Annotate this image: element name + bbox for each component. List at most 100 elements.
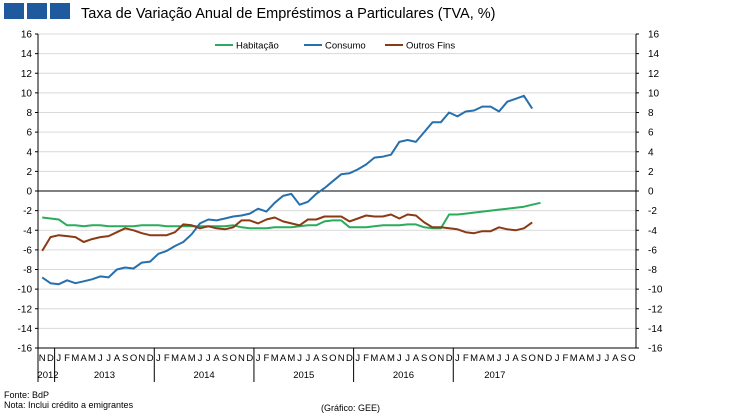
y-tick-label-left: -12 [18, 304, 33, 315]
y-tick-label-right: 16 [648, 30, 660, 41]
series-line-outros [41, 213, 533, 252]
y-tick-label-right: -12 [648, 304, 663, 315]
chart-credit: (Gráfico: GEE) [321, 403, 381, 413]
x-month-label: A [81, 353, 88, 364]
y-tick-label-left: 14 [21, 49, 33, 60]
chart-title: Taxa de Variação Anual de Empréstimos a … [81, 6, 496, 22]
x-year-label: 2014 [194, 370, 215, 381]
x-month-label: A [313, 353, 320, 364]
y-tick-label-right: -10 [648, 285, 663, 296]
x-month-label: S [222, 353, 228, 364]
y-tick-label-right: 8 [648, 108, 654, 119]
x-month-label: M [188, 353, 196, 364]
x-month-label: N [537, 353, 544, 364]
x-month-label: J [98, 353, 103, 364]
x-month-label: J [596, 353, 601, 364]
legend-label-consumo: Consumo [325, 41, 366, 52]
series-line-habitacao [42, 201, 541, 230]
y-tick-label-right: 2 [648, 167, 654, 178]
y-tick-label-left: -10 [18, 285, 33, 296]
y-tick-label-right: 0 [648, 187, 654, 198]
x-month-label: O [628, 353, 635, 364]
x-month-label: J [56, 353, 61, 364]
x-month-label: F [164, 353, 170, 364]
x-month-label: N [238, 353, 245, 364]
y-tick-label-left: 8 [26, 108, 32, 119]
y-tick-label-left: 2 [26, 167, 32, 178]
y-tick-label-left: 0 [26, 187, 32, 198]
x-month-label: J [256, 353, 261, 364]
x-month-label: M [586, 353, 594, 364]
x-month-label: F [463, 353, 469, 364]
legend-label-habitacao: Habitação [236, 41, 279, 52]
x-month-label: F [263, 353, 269, 364]
legend-label-outros: Outros Fins [406, 41, 455, 52]
x-month-label: F [64, 353, 70, 364]
x-month-label: M [71, 353, 79, 364]
y-tick-label-left: 10 [21, 88, 33, 99]
x-month-label: M [387, 353, 395, 364]
x-month-label: M [287, 353, 295, 364]
x-month-label: S [421, 353, 427, 364]
x-month-label: J [355, 353, 360, 364]
x-month-label: D [545, 353, 552, 364]
x-year-label: 2015 [293, 370, 314, 381]
x-month-label: S [620, 353, 626, 364]
brand-square-2 [27, 3, 47, 19]
y-tick-label-right: -4 [648, 226, 657, 237]
x-month-label: J [106, 353, 111, 364]
x-month-label: M [470, 353, 478, 364]
series-line-consumo [41, 94, 534, 286]
x-month-label: M [570, 353, 578, 364]
x-month-label: D [147, 353, 154, 364]
y-tick-label-right: 4 [648, 147, 654, 158]
x-year-label: 2013 [94, 370, 115, 381]
y-tick-label-right: -2 [648, 206, 657, 217]
credit-note-text: Nota: Inclui crédito a emigrantes [4, 400, 134, 410]
x-month-label: J [505, 353, 510, 364]
x-month-label: N [437, 353, 444, 364]
x-month-label: S [521, 353, 527, 364]
x-month-label: D [246, 353, 253, 364]
x-month-label: J [397, 353, 402, 364]
x-month-label: A [180, 353, 187, 364]
x-month-label: N [138, 353, 145, 364]
x-month-label: D [346, 353, 353, 364]
y-tick-label-right: -14 [648, 324, 663, 335]
y-tick-label-right: -8 [648, 265, 657, 276]
y-tick-label-left: 12 [21, 69, 33, 80]
y-tick-label-right: 14 [648, 49, 660, 60]
x-month-label: D [446, 353, 453, 364]
y-tick-label-left: -2 [23, 206, 32, 217]
y-tick-label-left: -4 [23, 226, 32, 237]
x-month-label: A [413, 353, 420, 364]
y-tick-label-right: 6 [648, 128, 654, 139]
x-month-label: J [555, 353, 560, 364]
x-month-label: A [380, 353, 387, 364]
brand-square-1 [4, 3, 24, 19]
x-month-label: A [579, 353, 586, 364]
x-month-label: J [306, 353, 311, 364]
y-tick-label-left: -16 [18, 344, 33, 355]
x-month-label: J [455, 353, 460, 364]
x-month-label: N [338, 353, 345, 364]
y-tick-label-right: -6 [648, 245, 657, 256]
x-month-label: M [271, 353, 279, 364]
x-month-label: J [156, 353, 161, 364]
x-month-label: O [229, 353, 236, 364]
y-tick-label-left: 6 [26, 128, 32, 139]
x-year-label: 2017 [484, 370, 505, 381]
x-month-label: S [122, 353, 128, 364]
y-tick-label-left: 16 [21, 30, 33, 41]
x-month-label: S [321, 353, 327, 364]
y-tick-label-right: 12 [648, 69, 660, 80]
x-month-label: J [206, 353, 211, 364]
x-month-label: O [329, 353, 336, 364]
brand-square-3 [50, 3, 70, 19]
x-year-label: 2012 [37, 370, 58, 381]
x-month-label: M [88, 353, 96, 364]
x-month-label: A [280, 353, 287, 364]
x-month-label: F [562, 353, 568, 364]
x-month-label: M [171, 353, 179, 364]
x-month-label: N [39, 353, 46, 364]
